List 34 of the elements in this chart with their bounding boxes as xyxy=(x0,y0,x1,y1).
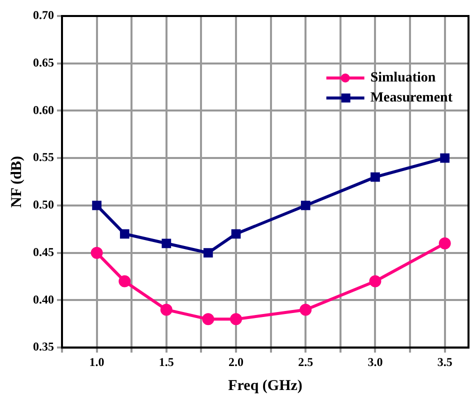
x-tick-label: 3.5 xyxy=(437,354,452,369)
point xyxy=(438,237,451,250)
point xyxy=(231,229,241,239)
legend-label: Measurement xyxy=(370,90,453,106)
point xyxy=(370,172,380,182)
y-tick-label: 0.65 xyxy=(33,55,54,70)
point xyxy=(160,304,172,316)
y-axis-title: NF (dB) xyxy=(8,156,25,208)
y-tick-label: 0.45 xyxy=(33,244,54,259)
point xyxy=(162,238,172,248)
text: 1.0 xyxy=(89,354,104,369)
x-tick-label: 1.5 xyxy=(158,354,174,369)
y-tick-label: 0.55 xyxy=(33,150,54,164)
y-tick-label: 0.40 xyxy=(33,292,54,306)
x-axis-title: Freq (GHz) xyxy=(228,378,302,394)
x-tick-label: 3.0 xyxy=(368,354,383,369)
x-tick-label: 2.5 xyxy=(298,354,314,369)
point xyxy=(120,229,130,239)
point xyxy=(230,313,242,326)
point xyxy=(203,248,213,258)
point xyxy=(369,275,382,288)
point xyxy=(300,200,310,210)
point xyxy=(90,246,103,259)
point xyxy=(440,153,450,163)
y-tick-label: 0.35 xyxy=(33,340,54,354)
point xyxy=(202,313,214,326)
y-tick-label: 0.50 xyxy=(33,198,54,212)
x-tick-label: 2.0 xyxy=(228,354,244,369)
legend-label: Simluation xyxy=(370,70,436,86)
y-tick-label: 0.70 xyxy=(33,8,54,22)
point xyxy=(300,304,312,316)
point xyxy=(92,200,102,210)
point xyxy=(118,275,131,288)
y-tick-label: 0.60 xyxy=(33,102,54,117)
